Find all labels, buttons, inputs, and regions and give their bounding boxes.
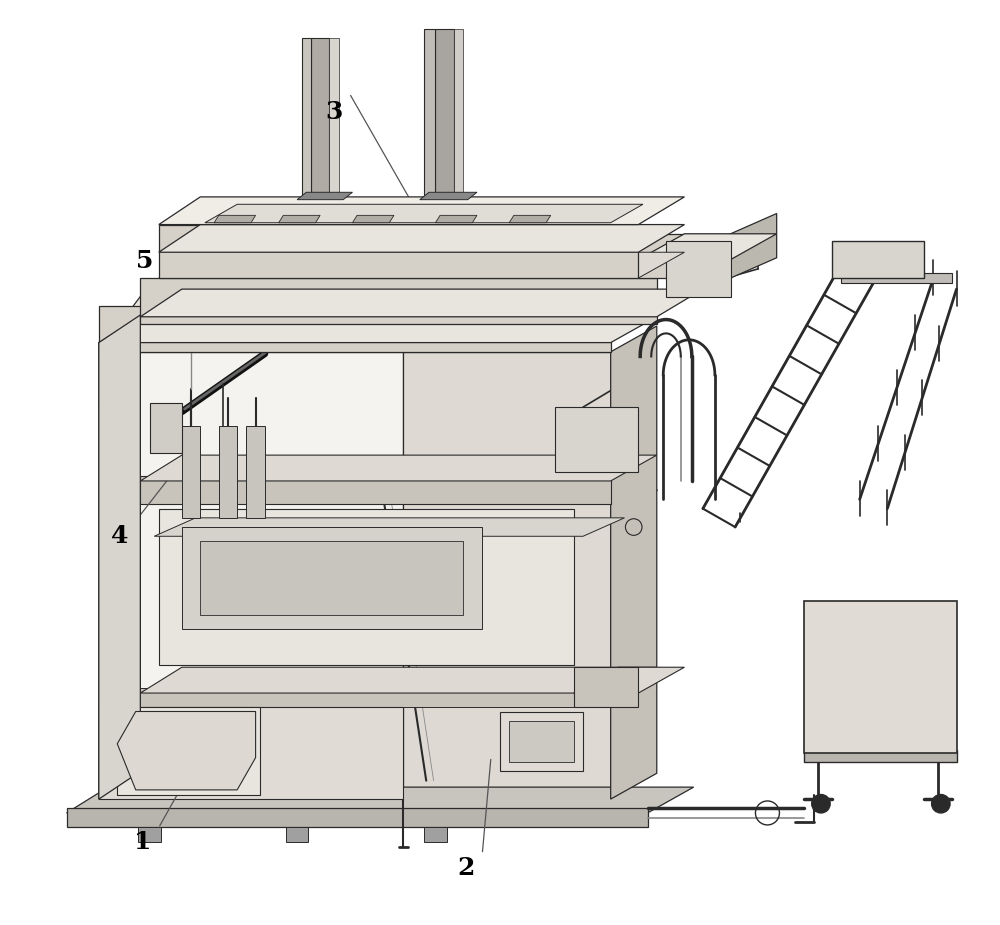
Text: 5: 5 bbox=[136, 250, 154, 274]
Polygon shape bbox=[302, 38, 311, 197]
Polygon shape bbox=[420, 192, 477, 200]
Polygon shape bbox=[140, 667, 657, 693]
Polygon shape bbox=[574, 667, 638, 707]
Text: 4: 4 bbox=[111, 524, 129, 549]
Polygon shape bbox=[99, 314, 140, 799]
Polygon shape bbox=[509, 216, 551, 223]
Polygon shape bbox=[99, 297, 500, 352]
Polygon shape bbox=[454, 29, 463, 197]
Polygon shape bbox=[424, 827, 447, 843]
Polygon shape bbox=[159, 225, 638, 278]
Polygon shape bbox=[99, 316, 657, 342]
Polygon shape bbox=[150, 402, 182, 453]
Circle shape bbox=[932, 795, 950, 813]
Polygon shape bbox=[279, 216, 320, 223]
Polygon shape bbox=[159, 509, 574, 665]
Polygon shape bbox=[154, 518, 624, 536]
Polygon shape bbox=[424, 29, 435, 197]
Polygon shape bbox=[159, 225, 684, 253]
Polygon shape bbox=[200, 541, 463, 615]
Polygon shape bbox=[246, 426, 265, 518]
Polygon shape bbox=[841, 274, 952, 283]
Polygon shape bbox=[99, 352, 403, 799]
Polygon shape bbox=[500, 711, 583, 771]
Polygon shape bbox=[311, 38, 329, 197]
Polygon shape bbox=[804, 601, 956, 753]
Text: 2: 2 bbox=[457, 857, 475, 881]
Polygon shape bbox=[509, 721, 574, 762]
Polygon shape bbox=[435, 216, 477, 223]
Polygon shape bbox=[140, 455, 657, 481]
Polygon shape bbox=[67, 787, 694, 813]
Polygon shape bbox=[99, 306, 611, 352]
Polygon shape bbox=[574, 667, 684, 693]
Polygon shape bbox=[214, 216, 256, 223]
Polygon shape bbox=[403, 352, 611, 799]
Polygon shape bbox=[140, 476, 611, 504]
Polygon shape bbox=[219, 426, 237, 518]
Polygon shape bbox=[205, 204, 643, 223]
Polygon shape bbox=[638, 234, 777, 260]
Polygon shape bbox=[329, 38, 339, 197]
Polygon shape bbox=[117, 707, 260, 795]
Polygon shape bbox=[297, 192, 352, 200]
Polygon shape bbox=[435, 29, 454, 197]
Polygon shape bbox=[832, 241, 924, 278]
Polygon shape bbox=[182, 426, 200, 518]
Text: 1: 1 bbox=[134, 831, 152, 855]
Polygon shape bbox=[555, 407, 638, 472]
Polygon shape bbox=[159, 253, 684, 278]
Polygon shape bbox=[138, 827, 161, 843]
Polygon shape bbox=[117, 711, 256, 790]
Polygon shape bbox=[140, 278, 657, 324]
Polygon shape bbox=[731, 214, 777, 278]
Polygon shape bbox=[666, 241, 731, 297]
Polygon shape bbox=[352, 216, 394, 223]
Polygon shape bbox=[286, 827, 308, 843]
Polygon shape bbox=[99, 707, 403, 799]
Circle shape bbox=[812, 795, 830, 813]
Polygon shape bbox=[159, 197, 684, 225]
Polygon shape bbox=[638, 234, 731, 278]
Polygon shape bbox=[182, 527, 482, 628]
Polygon shape bbox=[804, 750, 956, 762]
Polygon shape bbox=[611, 326, 657, 799]
Polygon shape bbox=[67, 808, 648, 827]
Text: 3: 3 bbox=[325, 100, 343, 124]
Polygon shape bbox=[140, 290, 703, 316]
Polygon shape bbox=[99, 314, 140, 799]
Polygon shape bbox=[140, 688, 611, 707]
